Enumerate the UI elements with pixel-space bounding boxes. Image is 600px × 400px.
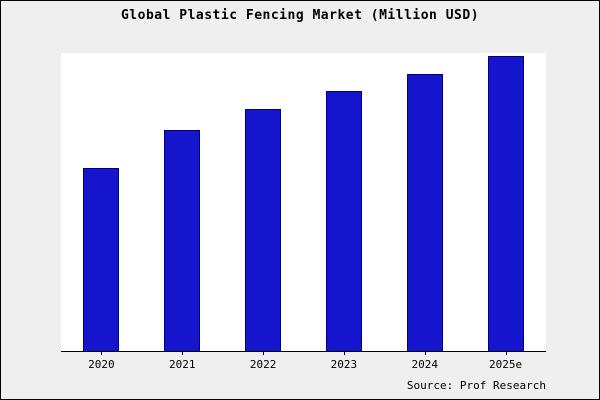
bar-2021 — [164, 130, 201, 351]
x-axis-label-2023: 2023 — [330, 358, 358, 371]
source-credit: Source: Prof Research — [406, 379, 546, 392]
x-axis-label-2022: 2022 — [249, 358, 277, 371]
x-axis-label-2024: 2024 — [411, 358, 439, 371]
x-axis-tick — [263, 351, 265, 355]
bar-2025e — [487, 56, 524, 351]
x-axis-tick — [424, 351, 426, 355]
x-axis-tick — [101, 351, 103, 355]
bar-2024 — [406, 74, 443, 351]
bar-2023 — [325, 91, 362, 351]
x-axis-label-2021: 2021 — [169, 358, 196, 371]
x-axis-label-2020: 2020 — [88, 358, 115, 371]
x-axis-tick — [182, 351, 184, 355]
plot-area — [61, 53, 546, 355]
x-axis-tick — [505, 351, 507, 355]
bar-2020 — [83, 168, 120, 351]
chart-title: Global Plastic Fencing Market (Million U… — [120, 8, 480, 23]
x-axis-label-2025e: 2025e — [489, 358, 523, 371]
bar-2022 — [245, 109, 282, 351]
x-axis-tick — [343, 351, 345, 355]
